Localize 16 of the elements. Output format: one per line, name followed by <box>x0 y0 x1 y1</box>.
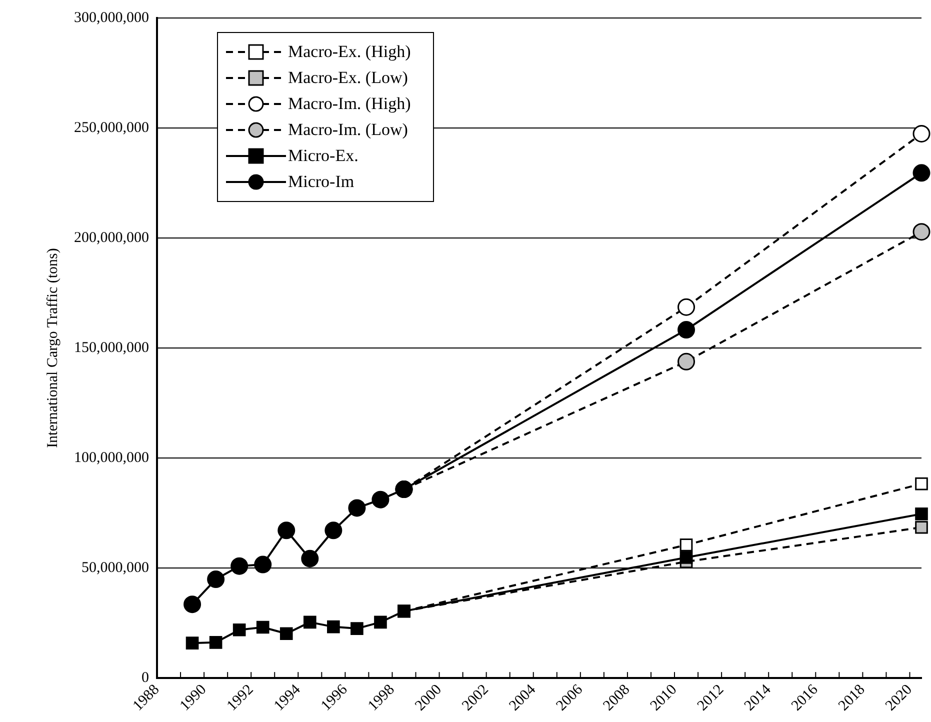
legend-label: Micro-Im <box>288 172 354 192</box>
legend-label: Macro-Ex. (High) <box>288 42 411 62</box>
y-tick-label: 50,000,000 <box>82 560 149 576</box>
legend-label: Macro-Im. (High) <box>288 94 411 114</box>
legend-label: Micro-Ex. <box>288 146 358 166</box>
y-tick-label: 300,000,000 <box>74 10 149 26</box>
y-axis-title: International Cargo Traffic (tons) <box>44 248 61 448</box>
x-tick-label: 1992 <box>224 682 257 714</box>
y-tick-label: 100,000,000 <box>74 450 149 466</box>
legend-label: Macro-Ex. (Low) <box>288 68 408 88</box>
y-tick-label: 200,000,000 <box>74 230 149 246</box>
x-tick-label: 1990 <box>177 682 210 714</box>
legend-label: Macro-Im. (Low) <box>288 120 408 140</box>
y-tick-label: 250,000,000 <box>74 120 149 136</box>
y-tick-label: 0 <box>142 670 149 686</box>
y-tick-label: 150,000,000 <box>74 340 149 356</box>
